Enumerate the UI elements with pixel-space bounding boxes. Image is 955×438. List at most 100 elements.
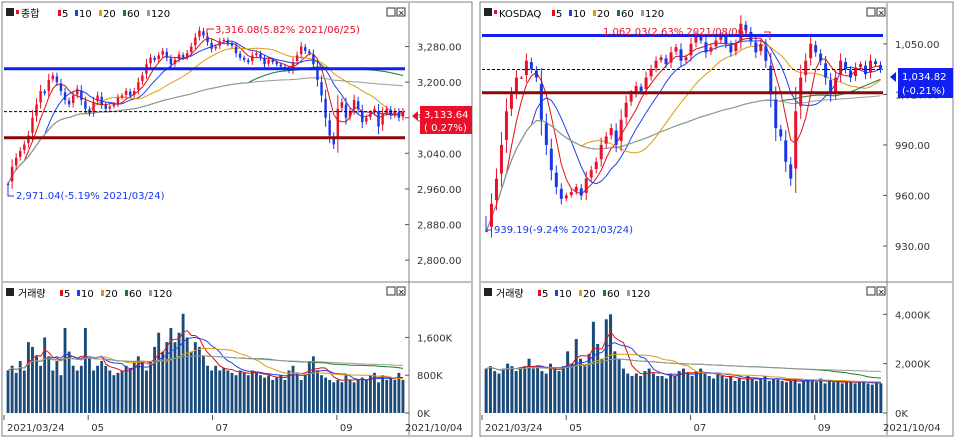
candle-body [324, 98, 327, 118]
volume-bar [299, 379, 303, 413]
candle-body [336, 108, 340, 140]
candle-body [124, 91, 128, 95]
y-tick-label: 2,960.00 [417, 185, 462, 196]
volume-bar [67, 351, 71, 413]
volume-bar [488, 366, 492, 413]
volume-bar [677, 371, 681, 413]
y-tick-label: 3,280.00 [417, 42, 462, 53]
y-tick-label: 1,600K [417, 333, 453, 344]
candle-body [202, 31, 205, 36]
svg-text:1,062.03(2.63% 2021/08/06): 1,062.03(2.63% 2021/08/06) [603, 27, 748, 38]
svg-text:939.19(-9.24% 2021/03/24): 939.19(-9.24% 2021/03/24) [494, 225, 633, 236]
ma-legend-swatch [627, 290, 630, 296]
left-window-icon[interactable] [386, 7, 396, 17]
candle-body [295, 55, 299, 62]
candle-body [181, 54, 185, 58]
candle-body [153, 57, 156, 60]
candle-body [864, 65, 868, 75]
right-close-icon[interactable] [876, 7, 886, 17]
left-close-icon[interactable] [396, 7, 406, 17]
volume-bar [352, 382, 356, 413]
left-handle-icon[interactable] [6, 8, 14, 16]
ma120-line [486, 95, 881, 231]
volume-bar [737, 378, 741, 413]
volume-bar [35, 356, 38, 413]
right-vol-close-icon[interactable] [876, 286, 886, 296]
candle-body [659, 57, 663, 61]
left-title: 종합 [21, 8, 39, 20]
candle-body [489, 203, 493, 227]
candle-body [259, 53, 262, 58]
ma-legend-swatch [538, 290, 541, 296]
candle-body [654, 60, 658, 68]
volume-bar [344, 375, 348, 413]
ma-legend-swatch [555, 290, 558, 296]
volume-bar [518, 368, 522, 413]
ma-legend-swatch [641, 10, 644, 16]
volume-bar [43, 337, 47, 413]
volume-bar [579, 358, 583, 413]
volume-bar [591, 321, 595, 413]
ma-legend-swatch [101, 290, 104, 296]
volume-bar [733, 380, 737, 413]
volume-bar [340, 382, 344, 413]
volume-bar [823, 383, 827, 413]
volume-bar [161, 351, 165, 413]
candle-body [774, 99, 778, 129]
svg-text:2,971.04(-5.19% 2021/03/24): 2,971.04(-5.19% 2021/03/24) [16, 191, 165, 202]
ma-legend-swatch [552, 10, 555, 16]
left-vol-close-icon[interactable] [396, 286, 406, 296]
volume-bar [145, 370, 148, 413]
volume-bar [849, 380, 853, 413]
volume-bar [523, 366, 527, 413]
candle-body [604, 136, 608, 144]
candle-body [141, 75, 144, 82]
volume-bar [544, 373, 548, 413]
volume-bar [707, 376, 711, 413]
volume-bar [238, 370, 242, 413]
candle-body [35, 104, 38, 116]
left-current-change: ( 0.27%) [424, 123, 467, 134]
volume-bar [214, 365, 218, 413]
volume-bar [55, 361, 59, 413]
candle-body [267, 59, 270, 64]
left-vol-handle-icon[interactable] [6, 288, 14, 296]
volume-bar [484, 368, 488, 413]
right-handle-icon[interactable] [484, 8, 492, 16]
right-window-icon[interactable] [866, 7, 876, 17]
candle-body [214, 46, 217, 49]
ma-legend-swatch [149, 290, 152, 296]
left-current-value: 3,133.64 [424, 110, 469, 121]
candle-body [494, 178, 498, 201]
candle-body [316, 66, 319, 80]
volume-bar [242, 372, 246, 413]
volume-bar [669, 373, 673, 413]
candle-body [222, 39, 226, 41]
volume-bar [493, 371, 497, 413]
volume-bar [570, 363, 574, 413]
candle-body [624, 102, 628, 118]
right-vol-handle-icon[interactable] [484, 288, 492, 296]
right-title: KOSDAQ [499, 9, 541, 20]
volume-bar [814, 382, 819, 413]
candle-body [589, 170, 593, 178]
volume-bar [596, 343, 600, 413]
svg-text:×: × [398, 9, 405, 18]
candle-body [133, 91, 136, 95]
volume-bar [754, 380, 758, 413]
volume-bar [746, 376, 750, 413]
left-volume-plot: 1,600K 800K 0K [6, 313, 453, 420]
candle-body [190, 46, 193, 53]
volume-bar [311, 356, 315, 413]
volume-bar [630, 376, 634, 413]
right-current-value: 1,034.82 [902, 72, 947, 83]
candle-body [128, 91, 132, 96]
candle-body [689, 43, 693, 56]
left-vol-window-icon[interactable] [386, 286, 396, 296]
candle-body [328, 120, 331, 136]
right-vol-window-icon[interactable] [866, 286, 876, 296]
volume-bar [26, 342, 30, 413]
candle-body [539, 83, 543, 120]
volume-bar [514, 371, 518, 413]
volume-bar [189, 351, 193, 413]
